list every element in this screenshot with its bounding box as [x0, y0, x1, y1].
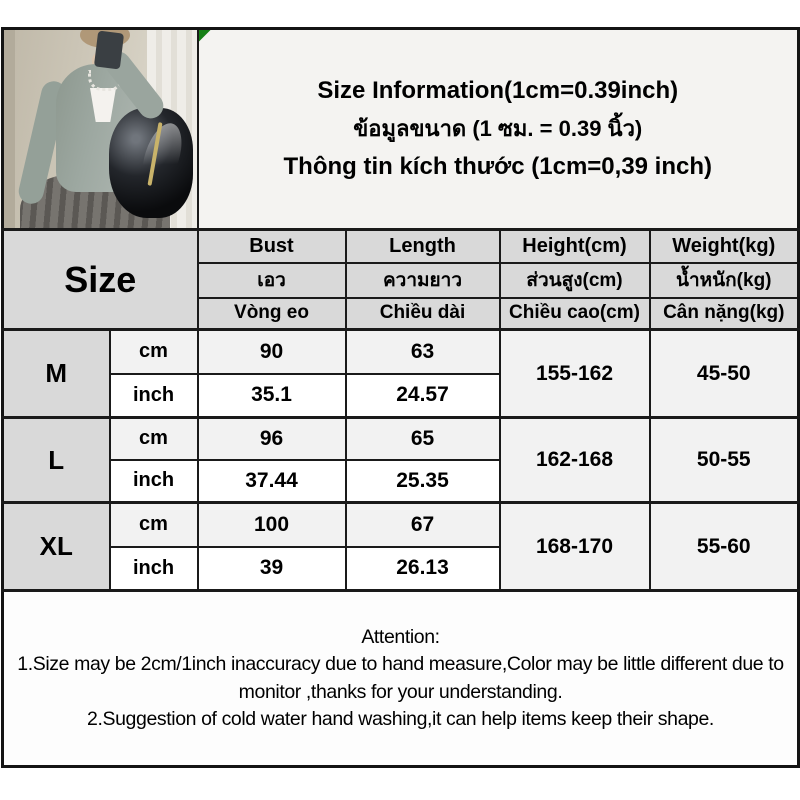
col-header-weight-vi: Cân nặng(kg)	[648, 296, 800, 331]
title-english: Size Information(1cm=0.39inch)	[317, 77, 679, 104]
l-length-cm: 65	[344, 416, 501, 461]
col-header-weight-en: Weight(kg)	[648, 228, 800, 264]
model-phone	[93, 30, 125, 70]
size-table: Size Information(1cm=0.39inch) ข้อมูลขนา…	[1, 27, 800, 768]
m-bust-cm: 90	[196, 328, 347, 375]
xl-weight-range: 55-60	[648, 501, 800, 592]
l-bust-inch: 37.44	[196, 458, 347, 504]
green-corner-marker-icon	[199, 30, 211, 42]
col-header-length-vi: Chiều dài	[344, 296, 501, 331]
title-block: Size Information(1cm=0.39inch) ข้อมูลขนา…	[196, 27, 800, 231]
l-length-inch: 25.35	[344, 458, 501, 504]
title-vietnamese: Thông tin kích thước (1cm=0,39 inch)	[283, 153, 713, 180]
attention-note-2: 2.Suggestion of cold water hand washing,…	[87, 708, 714, 730]
size-header: Size	[1, 228, 199, 331]
product-photo	[1, 27, 199, 231]
attention-note-1: 1.Size may be 2cm/1inch inaccuracy due t…	[17, 653, 789, 703]
unit-cm: cm	[108, 501, 199, 548]
unit-inch: inch	[108, 372, 199, 419]
col-header-bust-en: Bust	[196, 228, 347, 264]
col-header-height-th: ส่วนสูง(cm)	[498, 261, 651, 299]
m-weight-range: 45-50	[648, 328, 800, 419]
m-length-inch: 24.57	[344, 372, 501, 419]
l-bust-cm: 96	[196, 416, 347, 461]
attention-title: Attention:	[361, 625, 440, 648]
col-header-length-th: ความยาว	[344, 261, 501, 299]
m-bust-inch: 35.1	[196, 372, 347, 419]
size-label-m: M	[1, 328, 111, 419]
unit-cm: cm	[108, 416, 199, 461]
m-length-cm: 63	[344, 328, 501, 375]
title-thai: ข้อมูลขนาด (1 ซม. = 0.39 นิ้ว)	[353, 116, 643, 141]
col-header-height-en: Height(cm)	[498, 228, 651, 264]
unit-inch: inch	[108, 458, 199, 504]
wall-shadow	[4, 30, 15, 228]
xl-bust-cm: 100	[196, 501, 347, 548]
attention-box: Attention: 1.Size may be 2cm/1inch inacc…	[1, 589, 800, 768]
m-height-range: 155-162	[498, 328, 651, 419]
col-header-height-vi: Chiều cao(cm)	[498, 296, 651, 331]
xl-height-range: 168-170	[498, 501, 651, 592]
col-header-bust-vi: Vòng eo	[196, 296, 347, 331]
xl-bust-inch: 39	[196, 545, 347, 592]
unit-cm: cm	[108, 328, 199, 375]
unit-inch: inch	[108, 545, 199, 592]
col-header-bust-th: เอว	[196, 261, 347, 299]
xl-length-inch: 26.13	[344, 545, 501, 592]
col-header-length-en: Length	[344, 228, 501, 264]
size-label-l: L	[1, 416, 111, 504]
l-weight-range: 50-55	[648, 416, 800, 504]
xl-length-cm: 67	[344, 501, 501, 548]
col-header-weight-th: น้ำหนัก(kg)	[648, 261, 800, 299]
l-height-range: 162-168	[498, 416, 651, 504]
product-photo-scene	[4, 30, 196, 228]
size-info-sheet: Size Information(1cm=0.39inch) ข้อมูลขนา…	[1, 27, 800, 768]
size-label-xl: XL	[1, 501, 111, 592]
